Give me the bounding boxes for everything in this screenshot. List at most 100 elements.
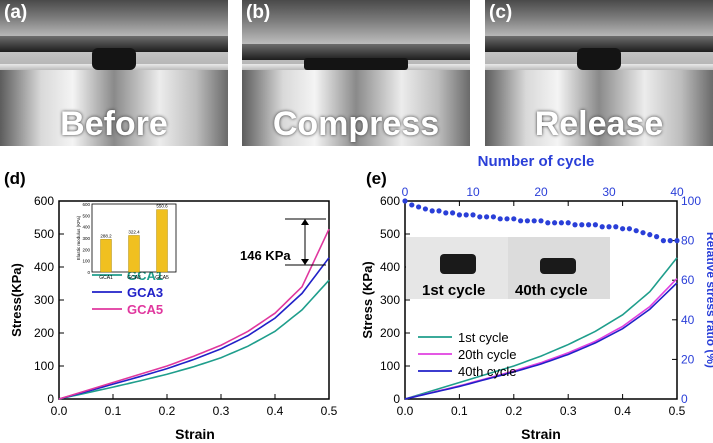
- x-tick-label: 0.2: [505, 404, 522, 418]
- x2-tick-label: 10: [466, 185, 480, 199]
- photo-tag: (a): [4, 2, 28, 23]
- inset-x-label: GCA3: [127, 275, 141, 281]
- x-tick-label: 0.0: [397, 404, 414, 418]
- legend-label: 20th cycle: [458, 347, 517, 362]
- y-tick-label: 400: [380, 260, 400, 274]
- label-first-cycle: 1st cycle: [422, 282, 485, 299]
- y-tick-label: 600: [380, 194, 400, 208]
- inset-y-tick: 0: [87, 270, 90, 275]
- inset-y-tick: 200: [82, 247, 90, 252]
- y2-tick-label: 100: [681, 194, 701, 208]
- photo-before: (a) Before: [0, 0, 228, 146]
- x2-tick-label: 40: [670, 185, 684, 199]
- stress-ratio-point: [484, 214, 490, 220]
- y-tick-label: 400: [34, 260, 54, 274]
- y-tick-label: 100: [380, 359, 400, 373]
- inset-bar-value: 322.4: [128, 229, 140, 234]
- inset-bar-value: 550.6: [156, 204, 168, 209]
- stress-ratio-point: [633, 228, 639, 234]
- x-axis-label: Strain: [175, 426, 215, 442]
- stress-ratio-point: [470, 212, 476, 218]
- x-axis-label: Strain: [521, 426, 561, 442]
- x-tick-label: 0.2: [159, 404, 176, 418]
- arrow-head-down: [301, 259, 309, 265]
- stress-ratio-point: [463, 212, 469, 218]
- x2-tick-label: 20: [534, 185, 548, 199]
- stress-ratio-point: [531, 218, 537, 224]
- stress-ratio-point: [565, 220, 571, 226]
- stress-ratio-point: [538, 218, 544, 224]
- x-tick-label: 0.1: [105, 404, 122, 418]
- sample-compressed: [304, 58, 408, 70]
- stress-ratio-point: [613, 224, 619, 230]
- stress-ratio-point: [436, 208, 442, 214]
- stress-ratio-point: [511, 216, 517, 222]
- stress-ratio-point: [497, 216, 503, 222]
- stress-ratio-point: [599, 224, 605, 230]
- stress-ratio-point: [647, 232, 653, 238]
- stress-ratio-point: [443, 210, 449, 216]
- y-tick-label: 300: [34, 293, 54, 307]
- legend-label: 40th cycle: [458, 364, 517, 379]
- y-tick-label: 200: [380, 326, 400, 340]
- y-tick-label: 200: [34, 326, 54, 340]
- stress-ratio-point: [572, 222, 578, 228]
- y-tick-label: 500: [34, 227, 54, 241]
- y-tick-label: 300: [380, 293, 400, 307]
- stress-ratio-point: [579, 222, 585, 228]
- y2-tick-label: 20: [681, 352, 695, 366]
- stress-ratio-point: [620, 226, 626, 232]
- y2-tick-label: 80: [681, 234, 695, 248]
- photo-tag: (c): [489, 2, 513, 23]
- stress-ratio-point: [490, 214, 496, 220]
- arrow-head-up: [301, 219, 309, 225]
- inset-x-label: GCA1: [99, 275, 113, 281]
- sample-released: [577, 48, 621, 70]
- stress-ratio-point: [552, 220, 558, 226]
- y2-axis-label: Relative stress ratio (%): [704, 232, 713, 368]
- panel-label: (d): [4, 169, 26, 188]
- stress-ratio-point: [558, 220, 564, 226]
- inset-y-tick: 600: [82, 202, 90, 207]
- photo-compress: (b) Compress: [242, 0, 470, 146]
- x2-axis-label: Number of cycle: [478, 153, 595, 170]
- legend-label: GCA5: [127, 302, 163, 317]
- stress-ratio-point: [626, 226, 632, 232]
- chart-d: (d) 0.0 0.1 0.2 0.3 0.4 0.5 0 100 200 300 400 500 60…: [4, 169, 338, 442]
- y2-tick-label: 60: [681, 273, 695, 287]
- x-tick-label: 0.4: [267, 404, 284, 418]
- y2-tick-label: 0: [681, 392, 688, 406]
- chart-e: (e) Number of cycle 0.0 0.1 0.2 0.3 0.4 0.501…: [360, 153, 713, 442]
- photo-caption: Compress: [272, 105, 440, 143]
- stress-ratio-point: [654, 234, 660, 240]
- series-line: [58, 257, 330, 400]
- x2-tick-label: 0: [402, 185, 409, 199]
- panel-label: (e): [366, 169, 387, 188]
- photo-tag: (b): [246, 2, 271, 23]
- series-line: [404, 282, 678, 400]
- stress-ratio-point: [667, 238, 673, 244]
- x-tick-label: 0.5: [669, 404, 686, 418]
- label-fortieth-cycle: 40th cycle: [515, 282, 588, 299]
- x-tick-label: 0.3: [213, 404, 230, 418]
- stress-ratio-point: [504, 216, 510, 222]
- y-tick-label: 0: [393, 392, 400, 406]
- stress-ratio-point: [450, 210, 456, 216]
- y-tick-label: 600: [34, 194, 54, 208]
- stress-ratio-point: [416, 204, 422, 210]
- inset-bar: [100, 239, 112, 273]
- cycle-photos: 1st cycle 40th cycle: [406, 237, 610, 299]
- inset-bar: [156, 209, 168, 273]
- series-line: [58, 279, 330, 400]
- inset-y-tick: 300: [82, 236, 90, 241]
- photo-caption: Release: [534, 105, 664, 143]
- stress-ratio-point: [674, 238, 680, 244]
- stress-ratio-point: [586, 222, 592, 228]
- photo-release: (c) Release: [485, 0, 713, 146]
- inset-x-label: GCA5: [155, 275, 169, 281]
- stress-ratio-point: [402, 198, 408, 204]
- sample-first: [440, 254, 476, 274]
- inset-y-tick: 400: [82, 225, 90, 230]
- x-tick-label: 0.3: [560, 404, 577, 418]
- stress-ratio-point: [456, 212, 462, 218]
